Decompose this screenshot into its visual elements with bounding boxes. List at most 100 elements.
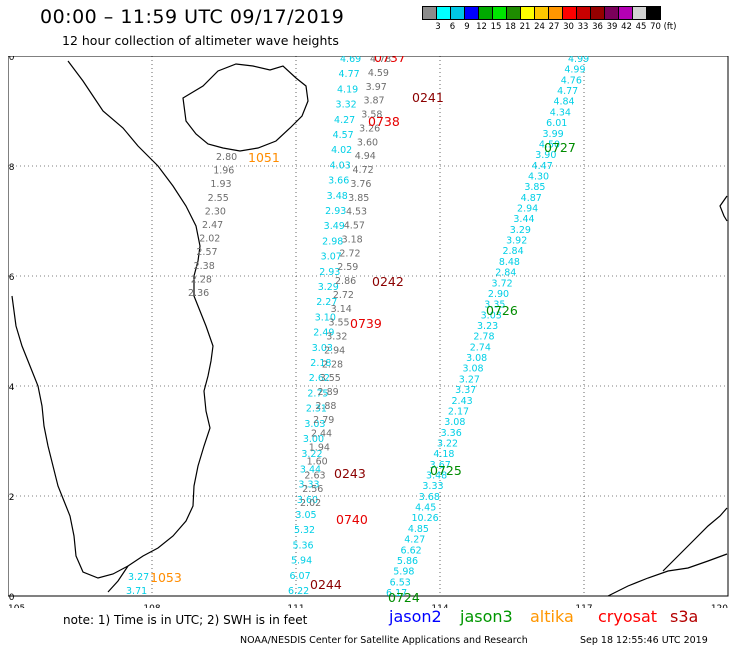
- wave-height-value: 3.72: [492, 278, 513, 289]
- wave-height-value: 2.17: [448, 406, 469, 417]
- wave-height-value: 3.08: [462, 364, 483, 375]
- wave-height-value: 2.94: [517, 204, 538, 215]
- wave-height-value: 2.80: [216, 152, 237, 163]
- color-scale-label: 12: [476, 22, 487, 32]
- track-time-label: 0740: [336, 512, 368, 527]
- wave-height-value: 4.85: [408, 524, 429, 535]
- wave-height-value: 2.02: [300, 498, 321, 509]
- color-scale-swatch: [590, 6, 605, 20]
- track-time-label: 0724: [388, 590, 420, 605]
- wave-height-value: 3.48: [327, 191, 348, 202]
- wave-height-value: 3.00: [303, 434, 324, 445]
- track-time-label: 0242: [372, 274, 404, 289]
- wave-height-value: 4.27: [334, 115, 355, 126]
- wave-height-value: 2.72: [333, 290, 354, 301]
- wave-height-value: 2.90: [488, 289, 509, 300]
- wave-height-value: 4.50: [539, 139, 560, 150]
- latitude-label: 10: [8, 593, 15, 603]
- track-time-label: 0739: [350, 316, 382, 331]
- wave-height-value: 2.36: [188, 288, 209, 299]
- color-scale-swatch: [562, 6, 577, 20]
- satellite-tracks: 4.994.994.764.774.844.346.013.994.503.90…: [126, 56, 589, 605]
- lat-lon-grid: [8, 56, 728, 596]
- wave-height-value: 2.59: [337, 262, 358, 273]
- wave-height-value: 3.23: [477, 321, 498, 332]
- wave-height-value: 2.56: [302, 484, 323, 495]
- color-scale-label: 27: [548, 22, 560, 32]
- wave-height-value: 4.72: [353, 165, 374, 176]
- wave-height-value: 3.76: [350, 179, 371, 190]
- color-scale-label: 21: [519, 22, 531, 32]
- wave-height-value: 6.17: [386, 588, 407, 599]
- wave-height-value: 2.30: [205, 206, 226, 217]
- wave-height-value: 1.94: [309, 443, 330, 454]
- wave-height-value: 3.03: [304, 419, 325, 430]
- longitude-label: 114: [431, 604, 448, 608]
- latitude-label: 20: [8, 56, 15, 63]
- map-subtitle: 12 hour collection of altimeter wave hei…: [62, 33, 339, 48]
- color-scale-label: 9: [464, 22, 470, 32]
- color-scale-label: 42: [621, 22, 632, 32]
- longitude-label: 105: [8, 604, 25, 608]
- wave-height-value: 2.28: [191, 274, 212, 285]
- map-frame: [8, 56, 729, 597]
- color-scale-label: 3: [435, 22, 441, 32]
- wave-height-value: 2.57: [196, 247, 217, 258]
- color-scale-swatch: [548, 6, 563, 20]
- wave-height-value: 3.87: [363, 96, 384, 107]
- color-scale-label: 6: [449, 22, 456, 32]
- wave-height-value: 4.57: [344, 221, 365, 232]
- color-scale-swatch: [478, 6, 493, 20]
- wave-height-value: 3.58: [361, 110, 382, 121]
- latitude-label: 16: [8, 273, 15, 283]
- wave-height-value: 2.78: [473, 332, 494, 343]
- wave-height-value: 4.45: [415, 503, 436, 514]
- wave-height-value: 2.93: [319, 267, 340, 278]
- wave-height-value: 3.05: [295, 510, 316, 521]
- color-scale-label: 70: [650, 22, 661, 32]
- wave-height-value: 6.22: [288, 586, 309, 597]
- wave-height-value: 3.66: [328, 176, 349, 187]
- color-scale-label: 18: [505, 22, 516, 32]
- wave-height-value: 3.32: [336, 100, 357, 111]
- wave-height-value: 3.85: [524, 182, 545, 193]
- color-scale-swatch: [520, 6, 535, 20]
- wave-height-value: 3.18: [342, 234, 363, 245]
- wave-height-value: 4.27: [404, 535, 425, 546]
- color-scale-swatch: [604, 6, 619, 20]
- wave-height-value: 4.30: [528, 171, 549, 182]
- track-time-label: 0243: [334, 466, 366, 481]
- wave-height-value: 3.97: [366, 82, 387, 93]
- wave-height-value: 3.67: [430, 460, 451, 471]
- wave-height-value: 8.48: [499, 257, 520, 268]
- wave-height-value: 3.60: [297, 495, 318, 506]
- wave-height-value: 2.93: [325, 206, 346, 217]
- wave-height-value: 6.53: [390, 577, 411, 588]
- track-time-label: 1051: [248, 150, 280, 165]
- wave-height-value: 6.07: [289, 571, 310, 582]
- track-time-label: 0725: [430, 463, 462, 478]
- wave-height-value: 2.28: [322, 359, 343, 370]
- wave-height-value: 2.43: [452, 396, 473, 407]
- wave-height-value: 4.69: [340, 56, 361, 65]
- wave-height-value: 2.75: [307, 388, 328, 399]
- wave-height-value: 3.55: [320, 373, 341, 384]
- color-scale-swatch: [618, 6, 633, 20]
- wave-height-value: 2.49: [313, 328, 334, 339]
- wave-height-value: 3.85: [348, 193, 369, 204]
- color-scale-bar: [422, 6, 661, 20]
- color-scale-swatch: [464, 6, 479, 20]
- longitude-label: 108: [143, 604, 160, 608]
- wave-height-value: 4.76: [561, 75, 582, 86]
- wave-height-value: 3.92: [506, 236, 527, 247]
- color-scale-labels: 3 6 9 12 15 18 21 24 27 30 33 36 39 42 45 70 (ft): [430, 22, 740, 34]
- wave-height-value: 2.31: [306, 404, 327, 415]
- wave-height-value: 3.33: [422, 481, 443, 492]
- wave-height-value: 5.86: [397, 556, 418, 567]
- luzon-fragment: [719, 195, 728, 222]
- wave-height-value: 3.44: [300, 464, 321, 475]
- wave-height-value: 3.35: [484, 300, 505, 311]
- coastline: [11, 60, 728, 597]
- wave-height-value: 3.03: [312, 343, 333, 354]
- wave-height-value: 4.18: [433, 449, 454, 460]
